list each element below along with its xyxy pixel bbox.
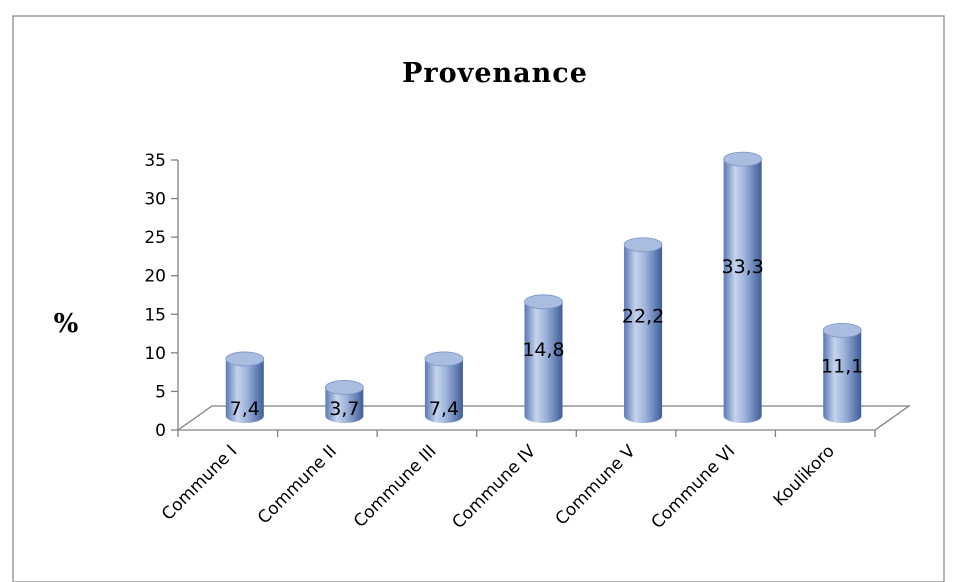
bar-top — [524, 294, 563, 310]
y-tick-label: 35 — [144, 151, 166, 171]
bar-top — [723, 151, 763, 167]
data-label: 3,7 — [329, 398, 359, 420]
y-tick-label: 20 — [144, 267, 166, 287]
data-label: 33,3 — [721, 256, 763, 278]
y-tick-label: 30 — [144, 190, 166, 210]
data-label: 22,2 — [622, 306, 664, 328]
chart-border — [12, 15, 945, 582]
bar — [424, 351, 464, 423]
y-tick-label: 25 — [144, 228, 166, 248]
bar-body — [325, 387, 364, 423]
bar — [524, 294, 563, 423]
bars — [225, 151, 862, 423]
bar — [324, 380, 364, 423]
bar-body — [524, 301, 563, 423]
bar-top — [623, 237, 663, 253]
axes: 0 5 10 15 20 25 30 35 — [144, 151, 912, 441]
bar — [723, 151, 763, 423]
y-axis-label: % — [54, 309, 79, 339]
y-tick-label: 0 — [155, 421, 166, 441]
bar — [822, 322, 862, 423]
data-label: 7,4 — [429, 398, 459, 420]
bar-body — [624, 244, 663, 423]
data-label: 11,1 — [821, 355, 863, 377]
bar — [623, 237, 663, 423]
data-label: 14,8 — [522, 339, 564, 361]
chart-title: Provenance — [402, 58, 588, 89]
bar-top — [822, 322, 862, 338]
data-label: 7,4 — [230, 398, 260, 420]
bar-body — [225, 358, 264, 423]
bar-top — [225, 351, 265, 367]
bar-body — [723, 159, 762, 423]
bar — [225, 351, 265, 423]
y-tick-label: 10 — [144, 344, 166, 364]
y-tick-label: 5 — [155, 382, 166, 402]
bar-body — [823, 330, 862, 423]
bar-top — [324, 380, 364, 395]
bar-top — [424, 351, 464, 367]
y-tick-label: 15 — [144, 305, 166, 325]
bar-body — [424, 358, 463, 423]
